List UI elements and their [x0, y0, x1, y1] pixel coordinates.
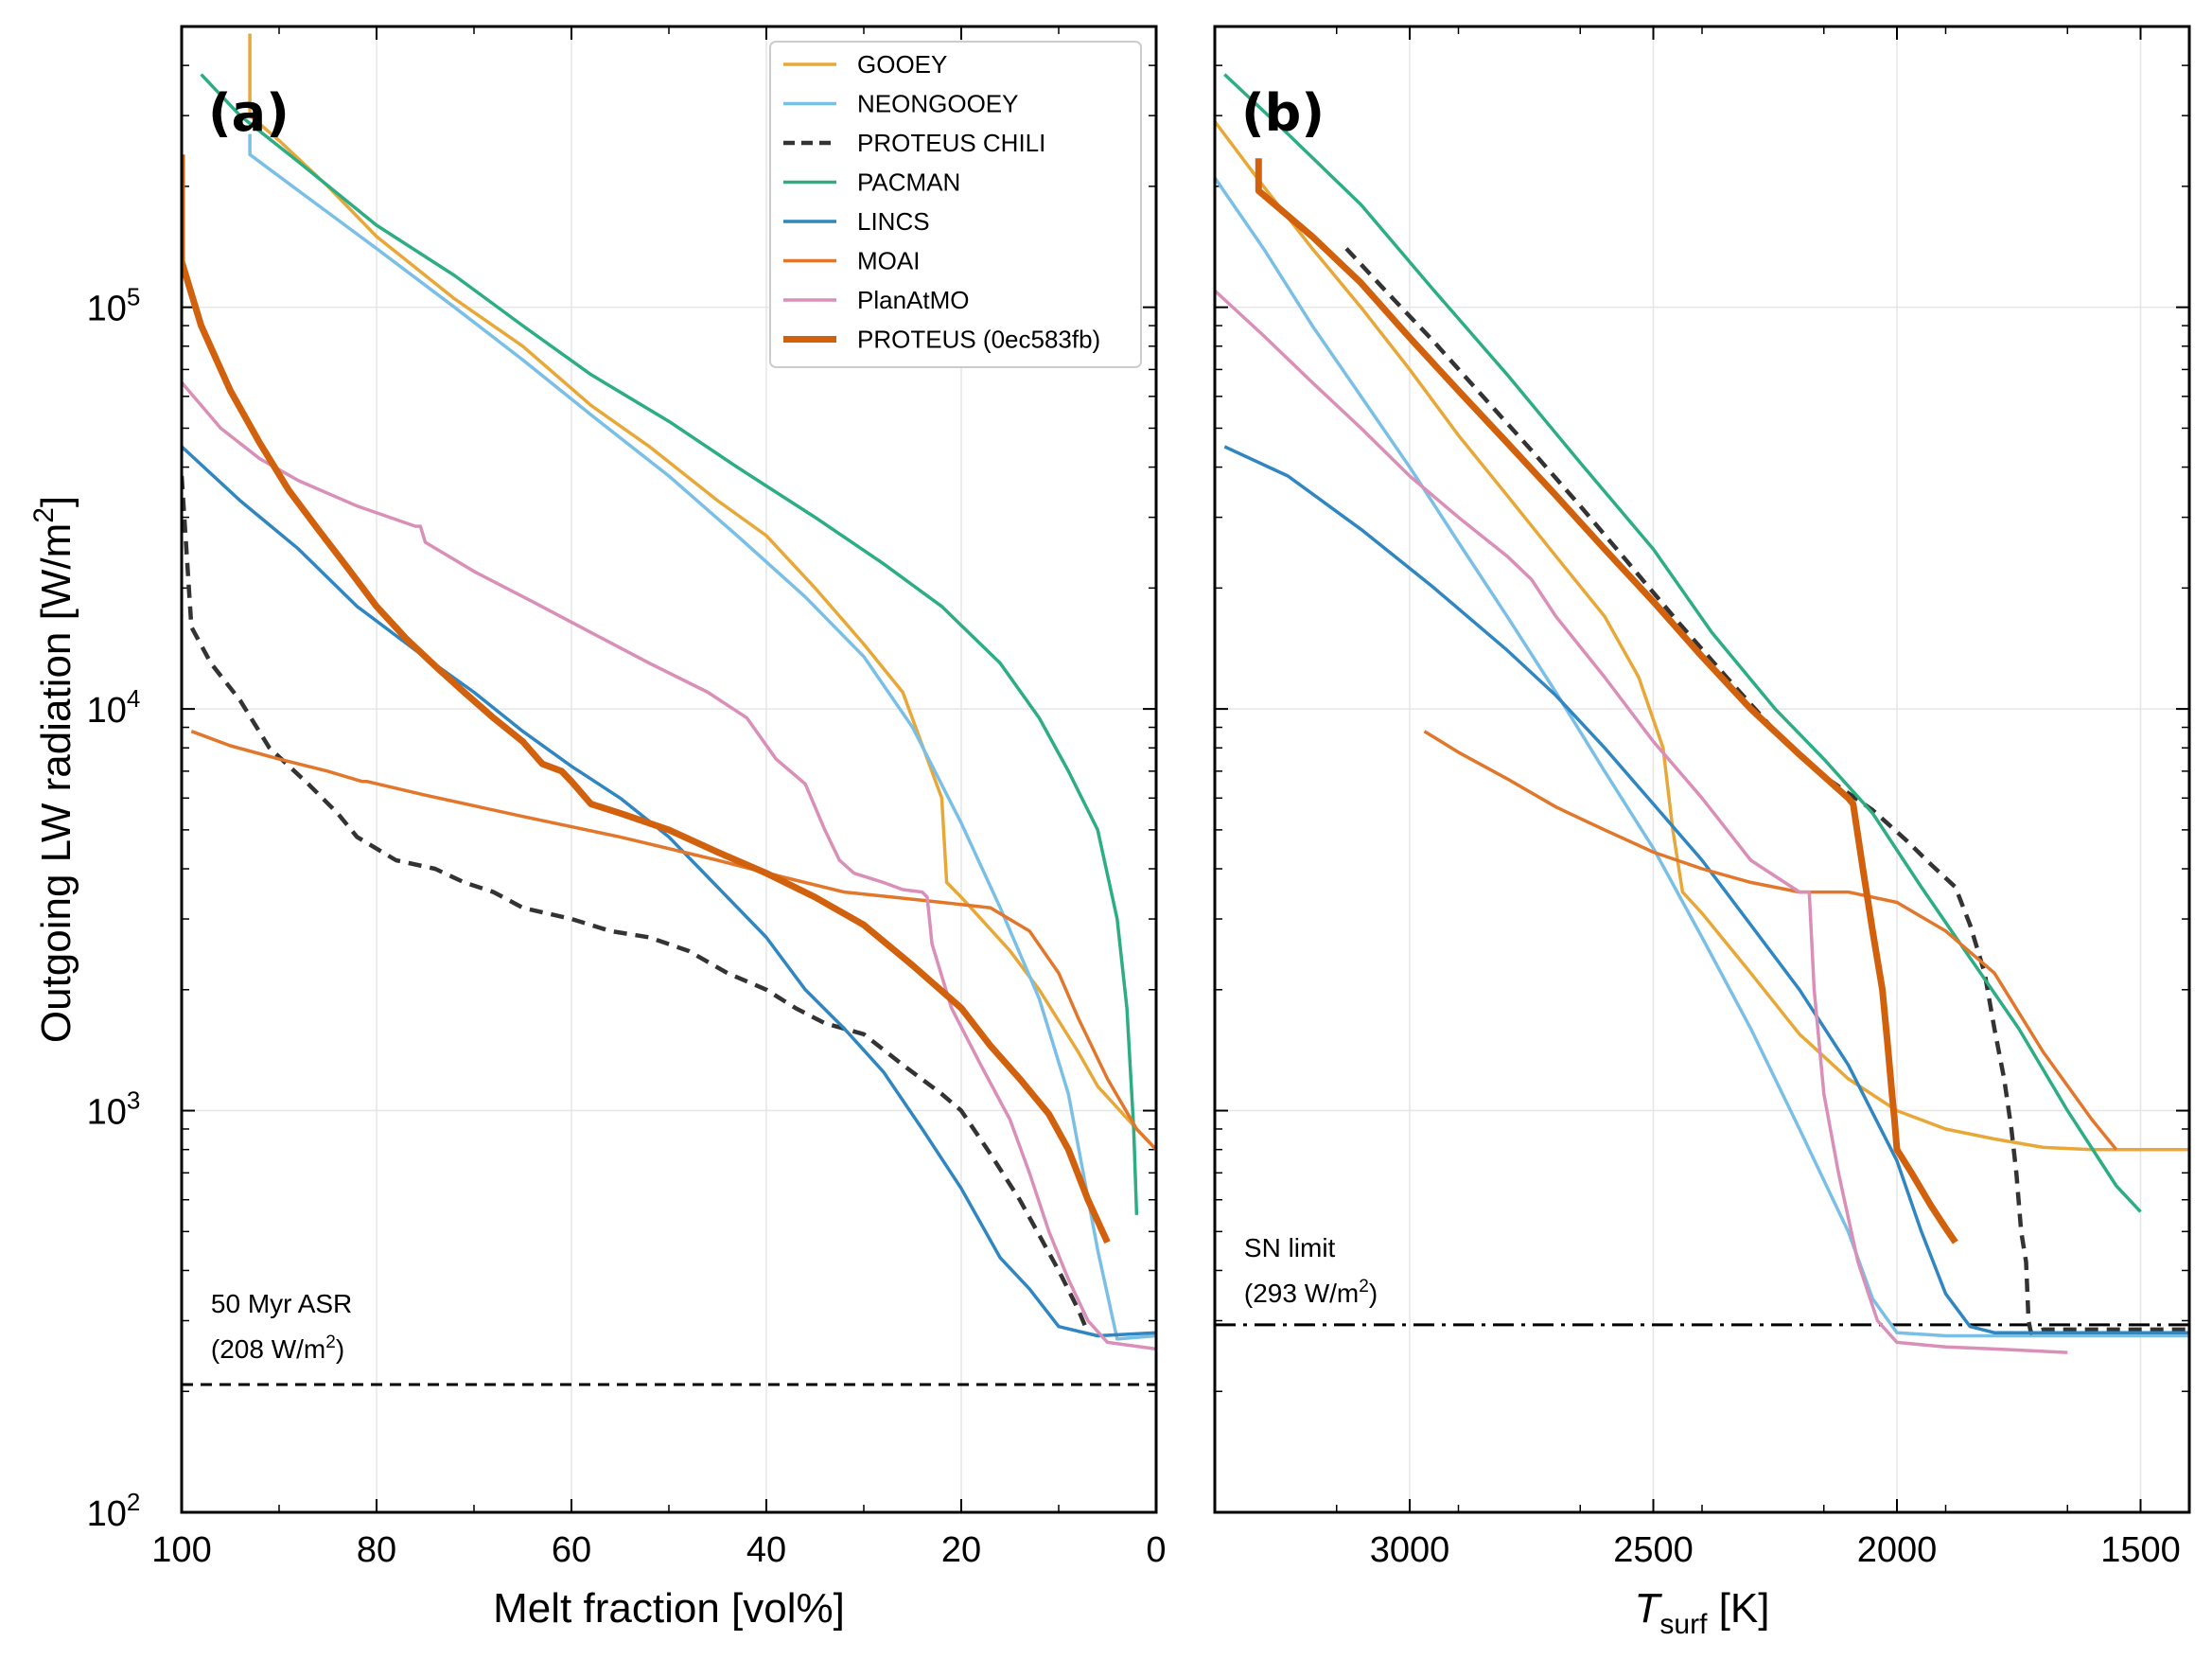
series-line-neongooey [248, 133, 1156, 1341]
panel-label: (b) [1241, 83, 1325, 143]
y-tick-label: 104 [87, 684, 141, 731]
x-axis-label-subscript: surf [1659, 1609, 1708, 1640]
y-tick-base: 10 [87, 1494, 127, 1534]
annotation-value-end: ) [336, 1334, 344, 1364]
legend: GOOEY NEONGOOEY PROTEUS CHILI PACMAN LINCS MO… [769, 41, 1142, 368]
x-tick-label: 100 [151, 1530, 211, 1570]
legend-label: PlanAtMO [857, 286, 970, 314]
panel-a-frame [180, 25, 1158, 1514]
x-axis-label-symbol: T [1635, 1585, 1663, 1632]
x-tick-label: 2000 [1857, 1530, 1938, 1570]
series-line-proteus-chili [1344, 247, 2189, 1335]
y-tick-exponent: 3 [127, 1086, 140, 1115]
panel-b-frame [1213, 25, 2191, 1514]
y-tick-exponent: 5 [127, 283, 140, 311]
series-line-gooey [1215, 120, 2189, 1152]
series-line-proteus-0ec583fb [1255, 158, 1958, 1244]
legend-label: GOOEY [857, 50, 947, 79]
annotation-value-text: (293 W/m [1244, 1279, 1359, 1308]
series-line-moai [1423, 730, 2118, 1151]
annotation-title: SN limit [1244, 1233, 1336, 1262]
legend-label: PROTEUS CHILI [857, 129, 1045, 157]
panel-b: 3000 2500 2000 1500 Tsurf [K] SN limit (293 W/… [1213, 25, 2191, 1640]
series-line-gooey [248, 33, 1156, 1151]
x-tick-label: 3000 [1370, 1530, 1450, 1570]
annotation-value: (208 W/m2) [211, 1332, 344, 1364]
y-tick-exponent: 4 [127, 684, 140, 713]
annotation-value-sup: 2 [1359, 1277, 1369, 1297]
x-axis-label: Tsurf [K] [1635, 1585, 1770, 1640]
y-tick-label: 102 [87, 1488, 141, 1534]
series-line-pacman [200, 73, 1139, 1215]
series-line-proteus-0ec583fb [182, 154, 1111, 1244]
series-line-planatmo [1215, 289, 2068, 1354]
x-tick-label: 60 [552, 1530, 591, 1570]
y-tick-label: 105 [87, 283, 141, 329]
y-tick-exponent: 2 [127, 1488, 140, 1516]
legend-label: PROTEUS (0ec583fb) [857, 326, 1100, 354]
y-axis-label-end: ] [33, 496, 79, 507]
panel-b-series [1215, 73, 2189, 1354]
series-line-pacman [1223, 73, 2142, 1213]
annotation-value: (293 W/m2) [1244, 1277, 1378, 1308]
y-axis-label-main: Outgoing LW radiation [W/m [33, 523, 79, 1043]
annotation-title: 50 Myr ASR [211, 1289, 352, 1318]
annotation-value-text: (208 W/m [211, 1334, 325, 1364]
legend-label: NEONGOOEY [857, 90, 1018, 118]
x-tick-label: 1500 [2100, 1530, 2181, 1570]
y-axis-label-sup: 2 [28, 507, 60, 523]
x-tick-label: 20 [941, 1530, 981, 1570]
y-tick-base: 10 [87, 290, 127, 329]
panel-a-series [182, 33, 1156, 1351]
series-line-neongooey [1215, 176, 2189, 1338]
legend-label: PACMAN [857, 168, 960, 197]
x-tick-label: 40 [746, 1530, 786, 1570]
y-tick-base: 10 [87, 1093, 127, 1133]
x-axis-label: Melt fraction [vol%] [493, 1585, 845, 1632]
x-tick-label: 0 [1146, 1530, 1166, 1570]
y-tick-base: 10 [87, 691, 127, 731]
legend-label: MOAI [857, 247, 920, 275]
annotation-value-sup: 2 [325, 1332, 336, 1352]
x-tick-label: 2500 [1613, 1530, 1694, 1570]
legend-label: LINCS [857, 207, 930, 236]
x-axis-label-unit: [K] [1707, 1585, 1769, 1632]
series-line-moai [190, 730, 1156, 1151]
y-axis-label: Outgoing LW radiation [W/m2] [28, 496, 79, 1043]
annotation-value-end: ) [1369, 1279, 1378, 1308]
panel-label: (a) [208, 83, 290, 143]
series-line-lincs [1223, 445, 2189, 1334]
x-tick-label: 80 [357, 1530, 396, 1570]
series-line-planatmo [182, 380, 1156, 1351]
series-line-lincs [182, 445, 1156, 1338]
legend-box [769, 41, 1142, 368]
y-tick-label: 103 [87, 1086, 141, 1133]
